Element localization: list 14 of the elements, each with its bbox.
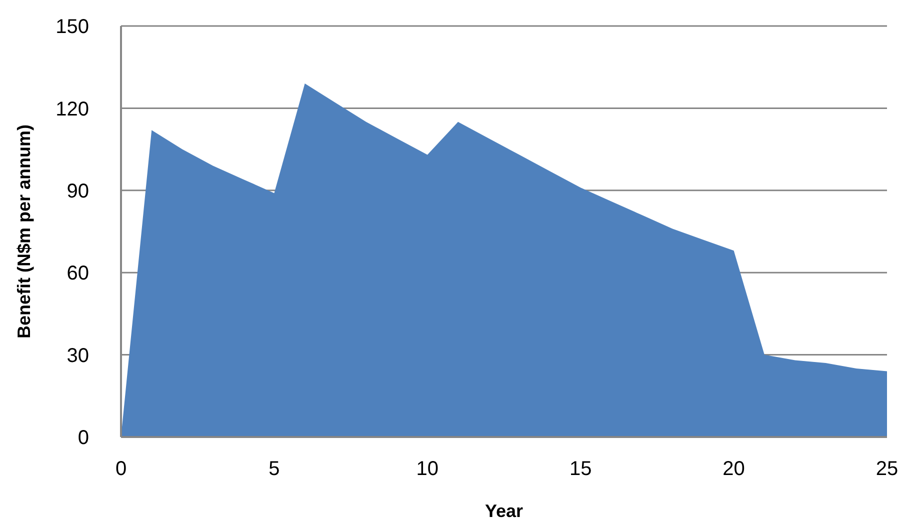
x-axis-title: Year (484, 501, 524, 521)
y-axis-title: Benefit (N$m per annum) (14, 124, 34, 339)
x-tick-label: 0 (115, 458, 127, 480)
y-tick-label: 90 (66, 180, 89, 202)
x-tick-label: 15 (569, 458, 592, 480)
y-tick-label: 30 (66, 344, 89, 367)
x-tick-label: 20 (722, 458, 745, 480)
x-tick-label: 5 (268, 458, 280, 480)
y-tick-label: 120 (56, 98, 89, 120)
y-tick-label: 150 (56, 16, 89, 38)
x-tick-label: 25 (876, 458, 898, 480)
x-tick-label: 10 (416, 458, 439, 480)
y-tick-label: 60 (66, 262, 89, 285)
y-tick-label: 0 (78, 427, 89, 450)
